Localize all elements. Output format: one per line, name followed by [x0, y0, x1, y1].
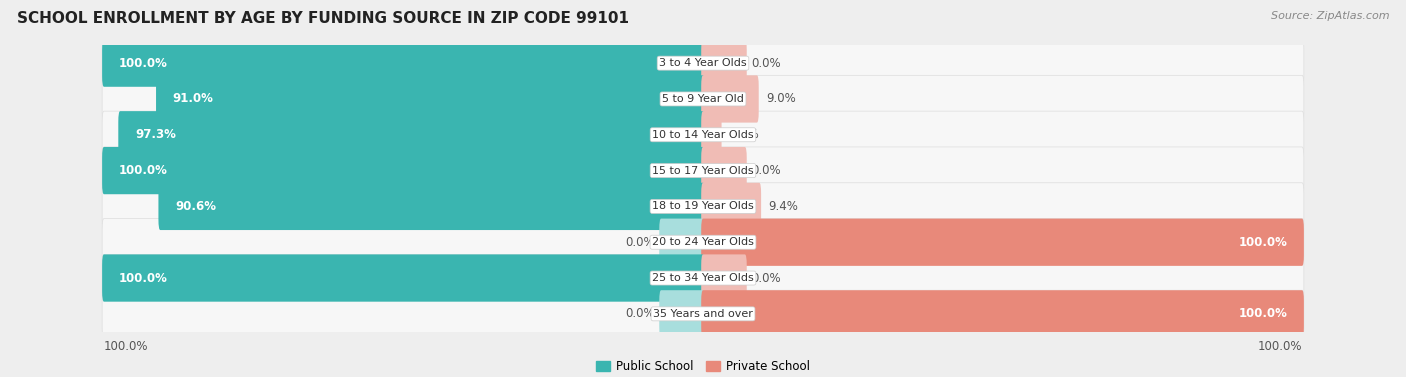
FancyBboxPatch shape [103, 254, 704, 302]
FancyBboxPatch shape [659, 219, 704, 266]
Text: 9.0%: 9.0% [766, 92, 796, 106]
FancyBboxPatch shape [103, 147, 704, 194]
FancyBboxPatch shape [103, 290, 1303, 337]
Text: Source: ZipAtlas.com: Source: ZipAtlas.com [1271, 11, 1389, 21]
Text: 100.0%: 100.0% [104, 340, 149, 352]
Text: 100.0%: 100.0% [120, 164, 167, 177]
Text: 2.8%: 2.8% [728, 128, 758, 141]
Text: 25 to 34 Year Olds: 25 to 34 Year Olds [652, 273, 754, 283]
Legend: Public School, Private School: Public School, Private School [592, 355, 814, 377]
Text: 35 Years and over: 35 Years and over [652, 309, 754, 319]
FancyBboxPatch shape [118, 111, 704, 158]
Text: 100.0%: 100.0% [120, 57, 167, 70]
Text: 100.0%: 100.0% [1257, 340, 1302, 352]
Text: 97.3%: 97.3% [135, 128, 176, 141]
FancyBboxPatch shape [103, 111, 1303, 158]
FancyBboxPatch shape [702, 40, 747, 87]
FancyBboxPatch shape [156, 75, 704, 123]
FancyBboxPatch shape [103, 147, 1303, 194]
FancyBboxPatch shape [702, 111, 721, 158]
Text: 100.0%: 100.0% [120, 271, 167, 285]
FancyBboxPatch shape [702, 75, 759, 123]
Text: 91.0%: 91.0% [173, 92, 214, 106]
Text: 0.0%: 0.0% [751, 57, 780, 70]
Text: 0.0%: 0.0% [751, 164, 780, 177]
FancyBboxPatch shape [103, 183, 1303, 230]
Text: 15 to 17 Year Olds: 15 to 17 Year Olds [652, 166, 754, 176]
Text: SCHOOL ENROLLMENT BY AGE BY FUNDING SOURCE IN ZIP CODE 99101: SCHOOL ENROLLMENT BY AGE BY FUNDING SOUR… [17, 11, 628, 26]
FancyBboxPatch shape [103, 219, 1303, 266]
FancyBboxPatch shape [702, 183, 761, 230]
FancyBboxPatch shape [702, 290, 1303, 337]
Text: 20 to 24 Year Olds: 20 to 24 Year Olds [652, 237, 754, 247]
FancyBboxPatch shape [103, 254, 1303, 302]
Text: 0.0%: 0.0% [626, 307, 655, 320]
FancyBboxPatch shape [103, 75, 1303, 123]
FancyBboxPatch shape [702, 254, 747, 302]
FancyBboxPatch shape [702, 147, 747, 194]
Text: 100.0%: 100.0% [1239, 236, 1286, 249]
FancyBboxPatch shape [103, 40, 1303, 87]
Text: 10 to 14 Year Olds: 10 to 14 Year Olds [652, 130, 754, 140]
Text: 90.6%: 90.6% [176, 200, 217, 213]
Text: 9.4%: 9.4% [768, 200, 799, 213]
FancyBboxPatch shape [659, 290, 704, 337]
Text: 100.0%: 100.0% [1239, 307, 1286, 320]
FancyBboxPatch shape [159, 183, 704, 230]
Text: 3 to 4 Year Olds: 3 to 4 Year Olds [659, 58, 747, 68]
FancyBboxPatch shape [103, 40, 704, 87]
Text: 0.0%: 0.0% [751, 271, 780, 285]
Text: 18 to 19 Year Olds: 18 to 19 Year Olds [652, 201, 754, 211]
Text: 5 to 9 Year Old: 5 to 9 Year Old [662, 94, 744, 104]
FancyBboxPatch shape [702, 219, 1303, 266]
Text: 0.0%: 0.0% [626, 236, 655, 249]
